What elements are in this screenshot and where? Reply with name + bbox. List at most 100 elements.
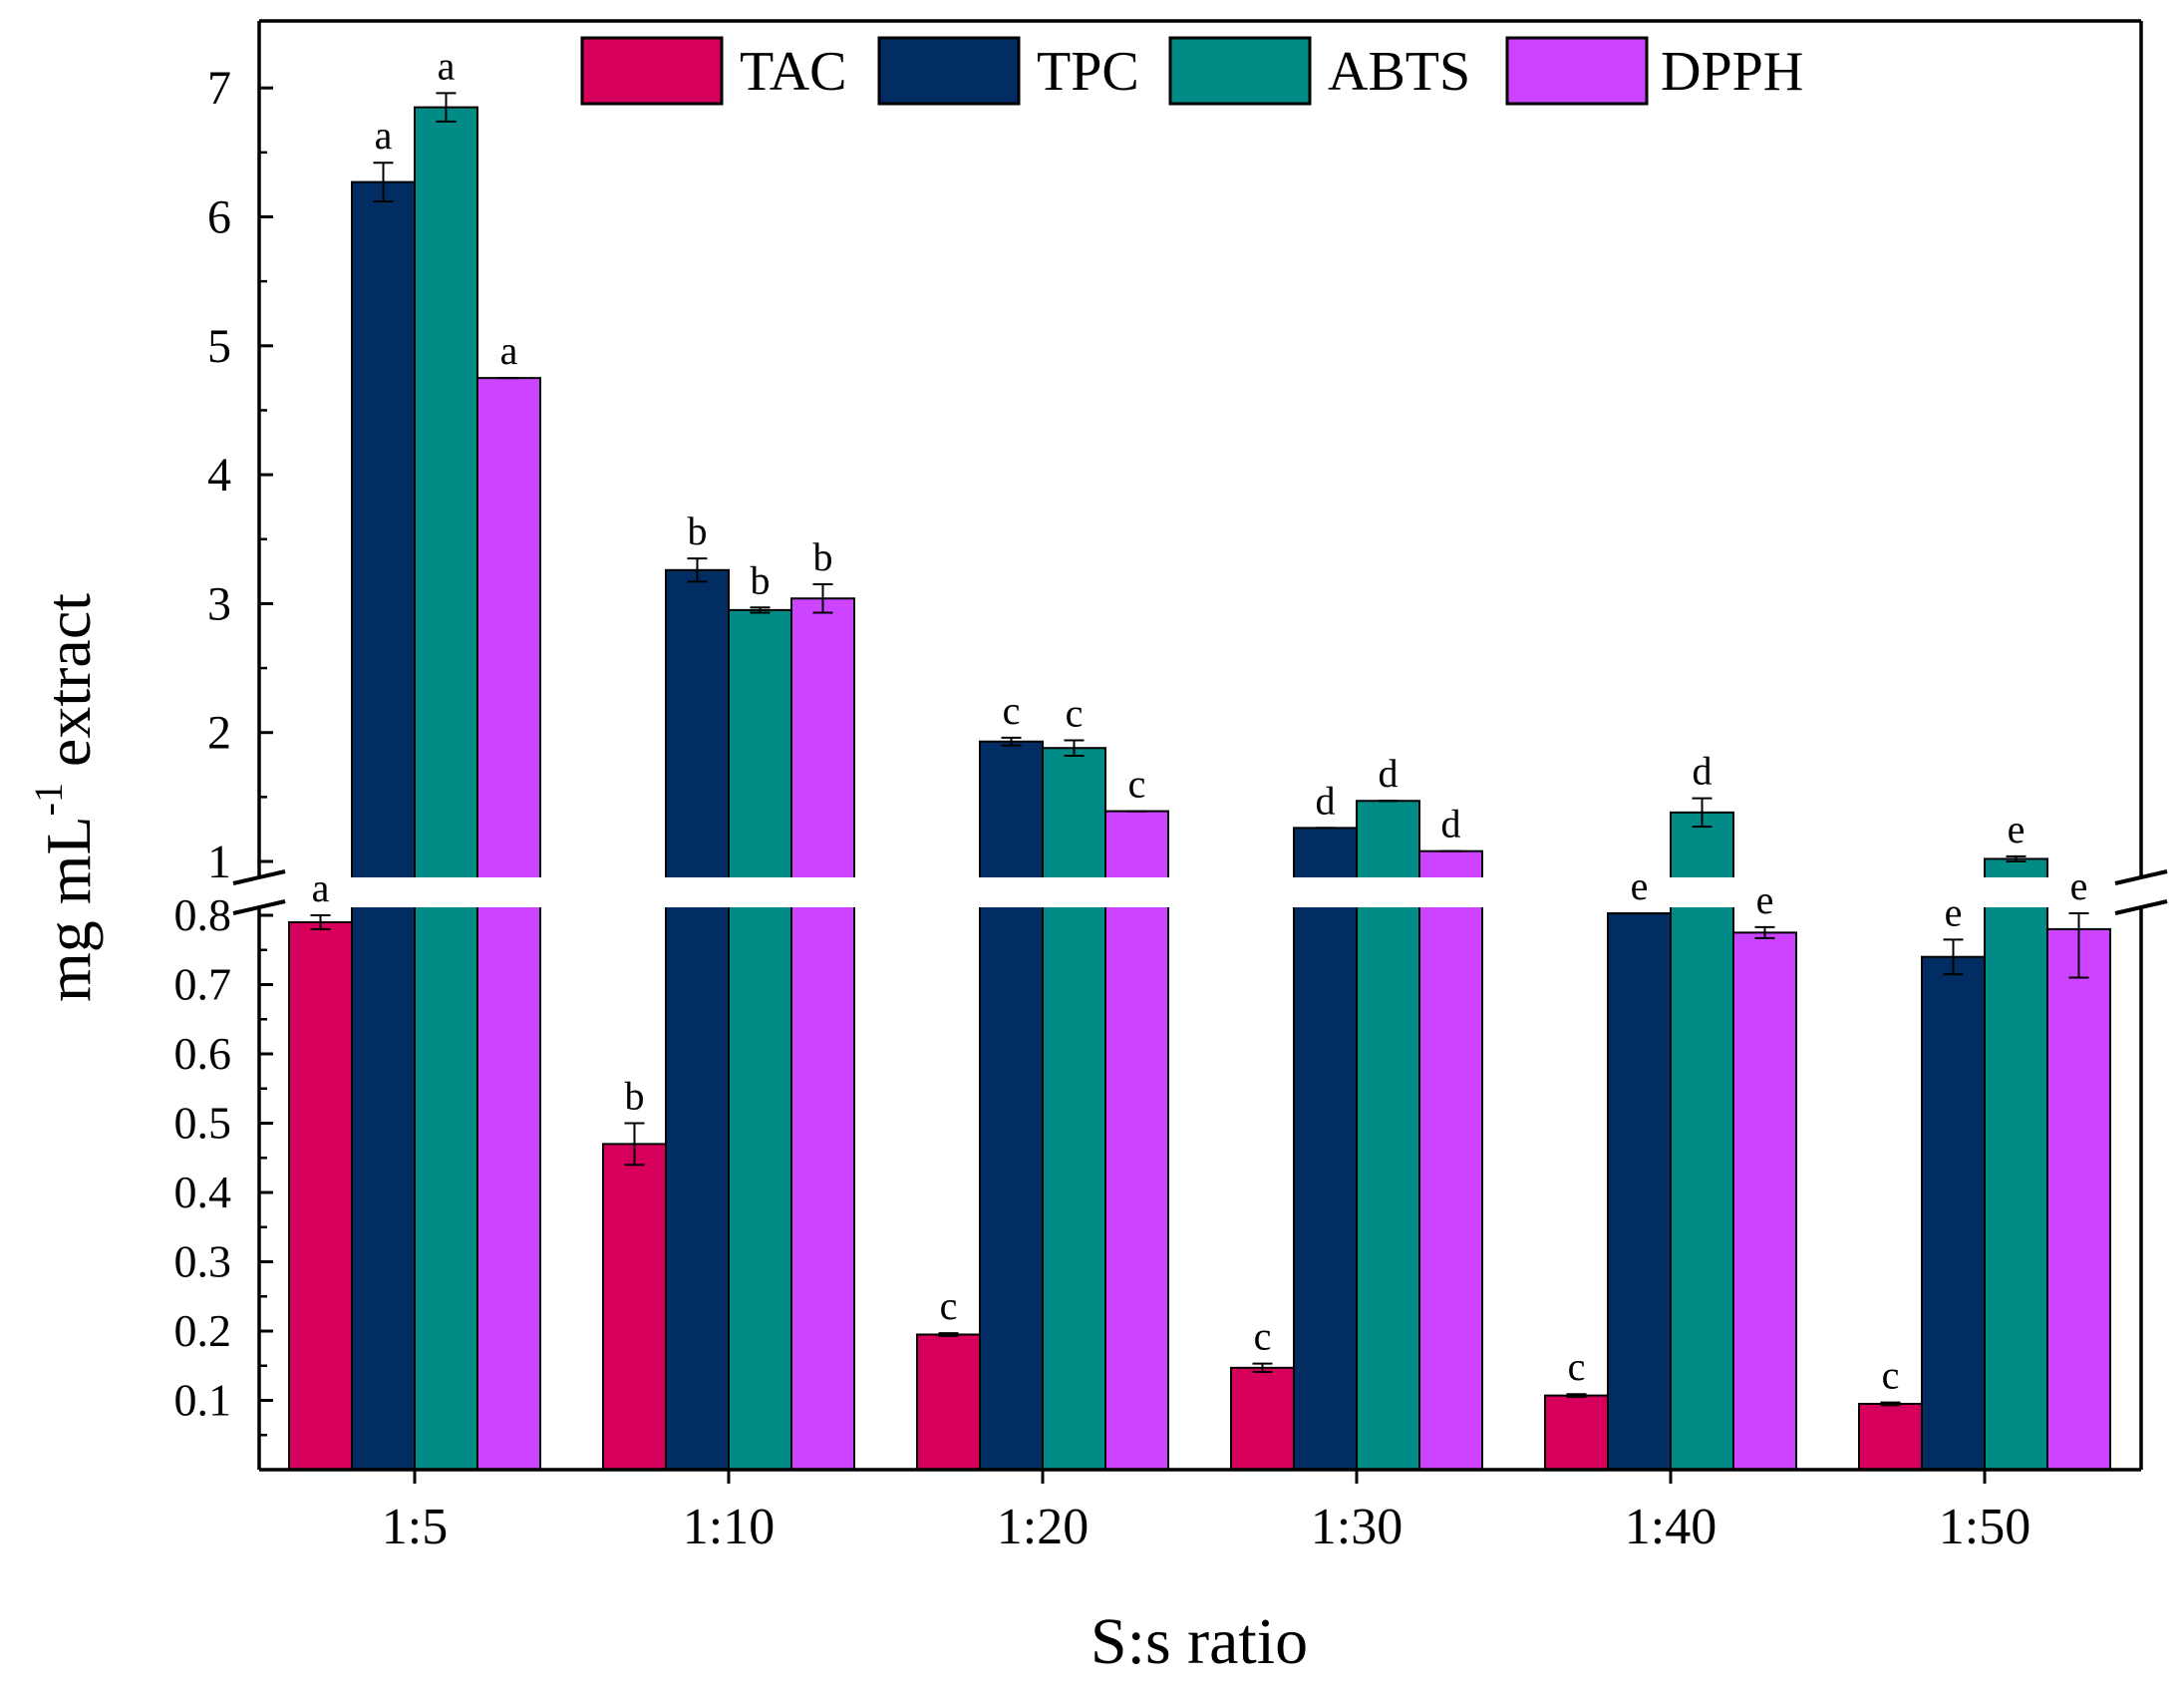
bar-dpph-1-30: [1418, 849, 1483, 1471]
y-tick-label: 0.3: [174, 1236, 232, 1287]
significance-letter: b: [625, 1074, 645, 1119]
x-tick-label: 1:5: [382, 1499, 448, 1555]
bar-tpc-1-10: [665, 568, 730, 1471]
y-tick-label: 5: [207, 320, 231, 373]
y-tick-label: 2: [207, 707, 231, 760]
significance-letter: a: [312, 865, 330, 910]
legend-label-tac: TAC: [740, 41, 847, 103]
bar-tac-1-5: [288, 920, 353, 1471]
legend-item-tac: TAC: [580, 36, 847, 106]
y-axis-label-suffix: extract: [33, 593, 104, 783]
error-bar-abts-1-5: [436, 92, 457, 123]
bar-abts-1-5: [414, 106, 478, 1472]
legend-swatch-tpc: [877, 36, 1021, 106]
y-axis-label-unit: mg mL: [33, 816, 104, 1002]
legend-label-tpc: TPC: [1037, 41, 1139, 103]
significance-letter: e: [1945, 889, 1963, 934]
bar-abts-1-40: [1670, 811, 1734, 1471]
legend-label-dpph: DPPH: [1661, 41, 1803, 103]
significance-letter: d: [1316, 778, 1336, 823]
bar-tpc-1-30: [1293, 827, 1358, 1471]
significance-letter: b: [813, 534, 833, 579]
error-bar-abts-1-40: [1692, 797, 1713, 829]
error-bar-abts-1-10: [750, 606, 771, 614]
bar-tpc-1-40: [1607, 912, 1672, 1471]
significance-letter: e: [1756, 877, 1774, 922]
bar-tpc-1-20: [979, 740, 1044, 1471]
significance-letter: e: [1631, 863, 1649, 908]
y-tick-label: 0.1: [174, 1375, 232, 1426]
bar-tac-1-50: [1858, 1402, 1923, 1471]
significance-letter: a: [500, 328, 518, 373]
significance-letter: a: [375, 113, 393, 158]
significance-letter: d: [1693, 749, 1713, 794]
error-bar-tpc-1-10: [687, 557, 708, 583]
axes: 0.1 0.2 0.3 0.4 0.5 0.6 0.7 0.81 2 3 4 5 6 7 1:5 1:10 1:…: [174, 19, 2143, 1555]
error-bar-dpph-1-10: [812, 583, 833, 614]
bar-tpc-1-50: [1921, 955, 1986, 1471]
error-bar-tpc-1-50: [1943, 938, 1964, 976]
bar-tac-1-20: [916, 1333, 981, 1471]
y-tick-label: 0.2: [174, 1305, 232, 1356]
legend-item-abts: ABTS: [1168, 36, 1470, 106]
error-bar-tac-1-5: [310, 914, 331, 930]
bar-dpph-1-5: [476, 377, 541, 1471]
bar-dpph-1-10: [790, 597, 855, 1471]
significance-letter: c: [1254, 1314, 1272, 1359]
significance-letter: e: [2070, 863, 2088, 908]
y-tick-label: 6: [207, 191, 231, 244]
significance-letter: d: [1379, 751, 1399, 796]
bar-dpph-1-40: [1732, 931, 1797, 1471]
x-tick-label: 1:10: [683, 1499, 775, 1555]
legend-swatch-tac: [580, 36, 724, 106]
y-tick-label: 0.8: [174, 889, 232, 940]
significance-letter: d: [1441, 802, 1461, 847]
legend-item-tpc: TPC: [877, 36, 1139, 106]
bar-dpph-1-20: [1104, 810, 1169, 1471]
x-tick-label: 1:30: [1311, 1499, 1403, 1555]
bar-dpph-1-50: [2046, 927, 2111, 1471]
y-tick-label: 0.5: [174, 1098, 232, 1149]
y-tick-label: 0.7: [174, 959, 232, 1010]
y-axis-label-exponent: -1: [26, 783, 71, 816]
bar-tac-1-30: [1230, 1366, 1295, 1471]
significance-letter: b: [688, 508, 708, 553]
legend-swatch-abts: [1168, 36, 1312, 106]
bars-layer: [288, 106, 2111, 1472]
error-bar-dpph-1-50: [2068, 912, 2089, 979]
error-bar-tpc-1-5: [373, 162, 394, 202]
legend: TAC TPC ABTS DPPH: [580, 36, 1803, 106]
error-bar-tac-1-20: [938, 1332, 959, 1337]
y-tick-label: 4: [207, 449, 231, 502]
legend-swatch-dpph: [1505, 36, 1649, 106]
break-gap: [229, 877, 2171, 907]
significance-letter: c: [940, 1283, 958, 1328]
y-tick-label: 1: [207, 836, 231, 888]
error-bar-tac-1-10: [624, 1122, 645, 1167]
bar-tac-1-10: [602, 1143, 667, 1471]
bar-abts-1-10: [728, 608, 792, 1471]
significance-letter: c: [1882, 1353, 1900, 1398]
bar-tac-1-40: [1544, 1394, 1609, 1472]
error-bar-dpph-1-40: [1754, 925, 1775, 939]
bar-abts-1-20: [1042, 747, 1106, 1471]
bar-abts-1-50: [1984, 857, 2048, 1471]
error-bar-tac-1-50: [1880, 1401, 1901, 1407]
legend-label-abts: ABTS: [1328, 41, 1470, 103]
y-axis-label: mg mL-1 extract: [26, 593, 104, 1002]
y-tick-label: 7: [207, 62, 231, 115]
legend-item-dpph: DPPH: [1505, 36, 1803, 106]
significance-letter: e: [2008, 807, 2026, 851]
x-tick-label: 1:20: [997, 1499, 1089, 1555]
y-tick-label: 0.4: [174, 1167, 232, 1217]
y-tick-label: 0.6: [174, 1028, 232, 1079]
bar-tpc-1-5: [351, 180, 416, 1472]
error-bar-abts-1-20: [1064, 739, 1085, 757]
error-bar-tpc-1-20: [1001, 736, 1022, 747]
x-tick-label: 1:50: [1939, 1499, 2030, 1555]
significance-letter: b: [751, 557, 771, 602]
significance-letter: a: [438, 43, 456, 88]
x-axis-label: S:s ratio: [1091, 1605, 1308, 1678]
